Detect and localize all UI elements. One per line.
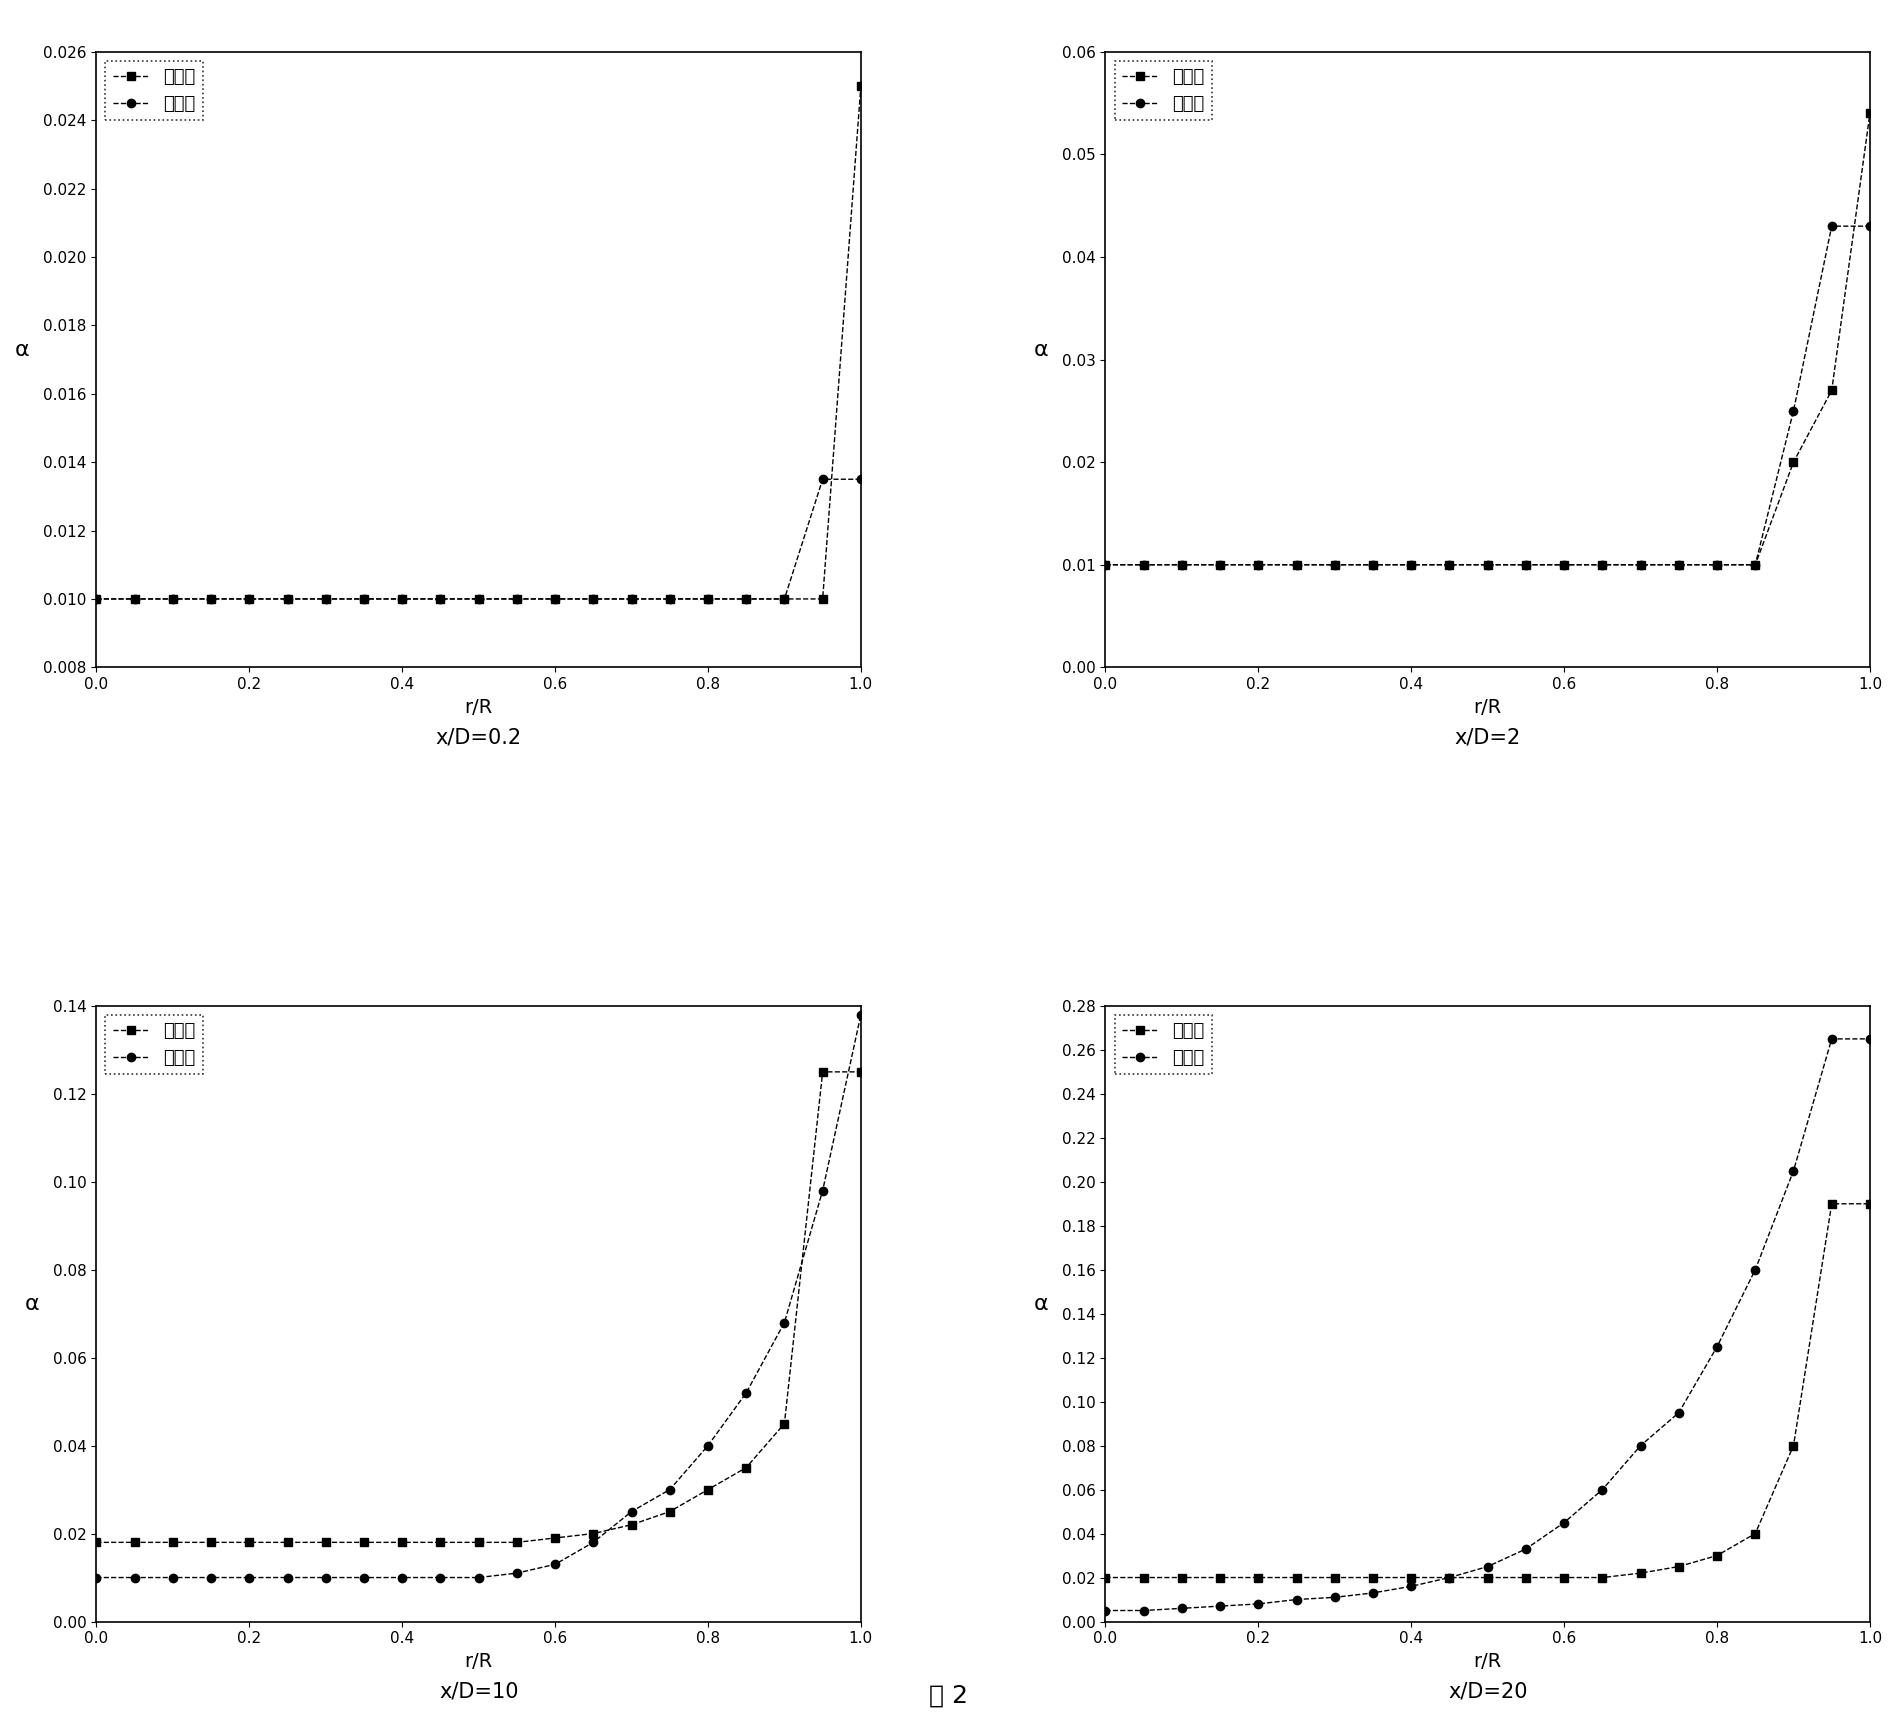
X-axis label: r/R: r/R — [1474, 1653, 1502, 1672]
Legend: 实验值, 计算值: 实验值, 计算值 — [106, 1014, 203, 1075]
Legend: 实验值, 计算值: 实验值, 计算值 — [106, 60, 203, 121]
Y-axis label: α: α — [15, 340, 30, 359]
Legend: 实验值, 计算值: 实验值, 计算值 — [1115, 60, 1212, 121]
X-axis label: r/R: r/R — [465, 1653, 493, 1672]
Text: x/D=2: x/D=2 — [1455, 728, 1521, 747]
Y-axis label: α: α — [25, 1294, 40, 1314]
Y-axis label: α: α — [1034, 1294, 1049, 1314]
X-axis label: r/R: r/R — [465, 697, 493, 716]
Text: 图 2: 图 2 — [930, 1684, 967, 1708]
Text: x/D=0.2: x/D=0.2 — [436, 728, 522, 747]
Y-axis label: α: α — [1034, 340, 1049, 359]
Text: x/D=10: x/D=10 — [438, 1682, 518, 1703]
Legend: 实验值, 计算值: 实验值, 计算值 — [1115, 1014, 1212, 1075]
X-axis label: r/R: r/R — [1474, 697, 1502, 716]
Text: x/D=20: x/D=20 — [1447, 1682, 1527, 1703]
